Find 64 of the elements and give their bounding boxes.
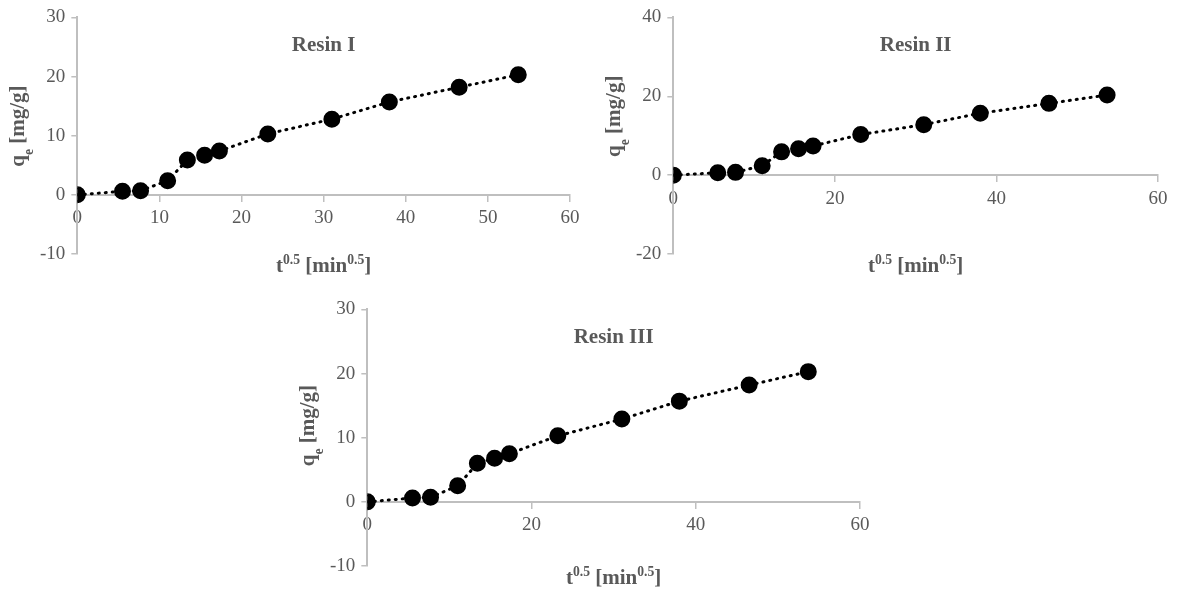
x-tick-label: 60 bbox=[850, 513, 870, 535]
point bbox=[132, 182, 150, 200]
point bbox=[509, 66, 527, 84]
y-tick-label: 20 bbox=[642, 84, 662, 106]
text: Resin I bbox=[291, 32, 356, 57]
y-tick-label: 30 bbox=[336, 297, 356, 319]
point bbox=[709, 164, 727, 182]
point bbox=[380, 93, 398, 111]
x-tick-label: 40 bbox=[686, 513, 706, 535]
y-tick-label: -10 bbox=[40, 241, 66, 263]
y-axis-title: qe [mg/g] bbox=[601, 75, 633, 157]
x-tick-label: 60 bbox=[560, 206, 580, 228]
point bbox=[210, 142, 228, 160]
y-tick-label: 10 bbox=[336, 425, 356, 447]
y-tick-label: -20 bbox=[636, 241, 662, 263]
y-tick-label: 0 bbox=[345, 489, 356, 511]
point bbox=[178, 151, 196, 169]
text: Resin III bbox=[573, 324, 654, 349]
y-axis-title: qe [mg/g] bbox=[5, 85, 37, 167]
point bbox=[450, 78, 468, 96]
x-tick-label: 40 bbox=[986, 186, 1006, 208]
point bbox=[727, 163, 745, 181]
point bbox=[613, 410, 631, 428]
point bbox=[790, 140, 808, 158]
x-tick-label: 40 bbox=[396, 206, 416, 228]
point bbox=[196, 146, 214, 164]
y-tick-label: 20 bbox=[46, 64, 66, 86]
y-tick-label: -10 bbox=[330, 553, 356, 575]
point bbox=[971, 104, 989, 122]
point bbox=[799, 363, 817, 381]
point bbox=[403, 489, 421, 507]
point bbox=[1098, 86, 1116, 104]
x-tick-label: 10 bbox=[149, 206, 169, 228]
point bbox=[549, 427, 567, 445]
point bbox=[773, 143, 791, 161]
y-tick-label: 40 bbox=[642, 5, 662, 27]
y-tick-label: 10 bbox=[46, 123, 66, 145]
text: Resin II bbox=[879, 32, 952, 57]
point bbox=[323, 110, 341, 128]
x-tick-label: 20 bbox=[232, 206, 252, 228]
point bbox=[915, 116, 933, 134]
x-tick-label: 50 bbox=[478, 206, 498, 228]
point bbox=[804, 137, 822, 155]
point bbox=[259, 125, 277, 143]
point bbox=[1040, 94, 1058, 112]
x-tick-label: 20 bbox=[825, 186, 845, 208]
point bbox=[486, 449, 504, 467]
x-tick-label: 60 bbox=[1148, 186, 1168, 208]
point bbox=[422, 488, 440, 506]
point bbox=[500, 445, 518, 463]
point bbox=[113, 182, 131, 200]
point bbox=[449, 477, 467, 495]
point bbox=[852, 126, 870, 144]
y-tick-label: 20 bbox=[336, 361, 356, 383]
y-axis-title: qe [mg/g] bbox=[295, 384, 327, 467]
y-tick-label: 30 bbox=[46, 5, 66, 27]
point bbox=[740, 376, 758, 394]
point bbox=[468, 454, 486, 472]
point bbox=[753, 157, 771, 175]
y-tick-label: 0 bbox=[651, 163, 662, 185]
x-tick-label: 20 bbox=[522, 513, 542, 535]
x-tick-label: 30 bbox=[314, 206, 334, 228]
point bbox=[159, 172, 177, 190]
point bbox=[670, 392, 688, 410]
